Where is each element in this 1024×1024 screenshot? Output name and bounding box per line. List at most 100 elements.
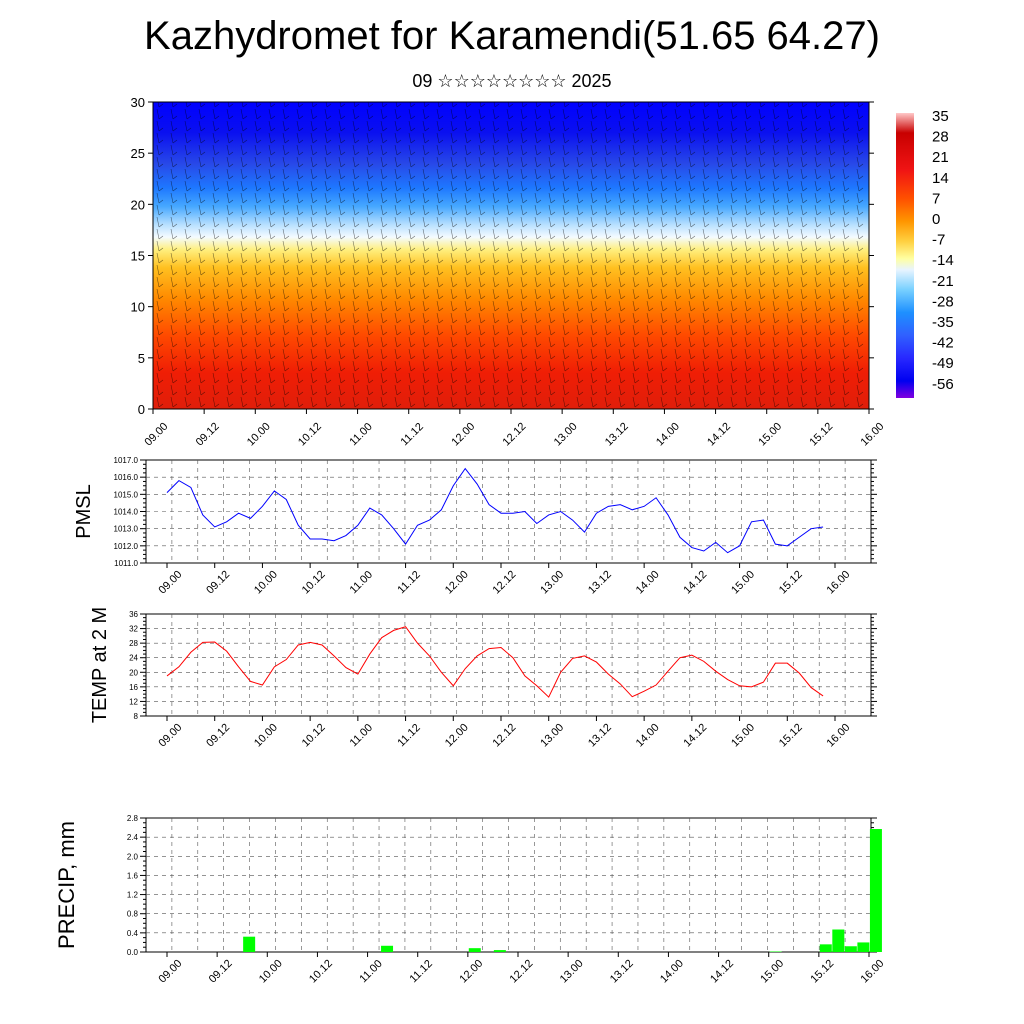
colorbar-label: 14 <box>932 170 949 187</box>
ytick-label: 12 <box>129 697 138 706</box>
xtick-label: 15.12 <box>777 722 805 750</box>
xtick-label: 11.00 <box>357 958 384 985</box>
colorbar-label: -7 <box>932 232 945 249</box>
precip-bar <box>243 936 256 952</box>
xtick-label: 11.00 <box>348 722 375 749</box>
precip-panel: 0.0 0.4 0.8 1.2 1.6 2.0 2.4 2.8 09.00 09.12 10.00 1… <box>54 814 887 986</box>
ytick-label: 1013.0 <box>114 525 139 534</box>
heatmap-xtick-label: 15.12 <box>807 421 835 449</box>
precip-bar <box>832 929 845 952</box>
heatmap-xtick-label: 13.12 <box>603 421 631 449</box>
xtick-label: 10.12 <box>300 722 328 750</box>
ytick-label: 0.8 <box>127 910 139 919</box>
colorbar-label: -56 <box>932 376 954 393</box>
ytick-label: 1014.0 <box>114 508 139 517</box>
xtick-label: 11.12 <box>395 569 422 596</box>
xtick-label: 14.00 <box>634 569 662 597</box>
ytick-label: 32 <box>129 625 138 634</box>
heatmap-ytick-label: 10 <box>131 300 145 315</box>
ylabel: PRECIP, mm <box>54 821 79 949</box>
xtick-label: 13.12 <box>608 958 636 986</box>
ytick-label: 2.8 <box>127 814 139 823</box>
ylabel: TEMP at 2 M <box>89 607 111 723</box>
xtick-label: 16.00 <box>825 569 853 597</box>
xtick-label: 12.00 <box>457 958 485 986</box>
xtick-label: 12.00 <box>443 722 471 750</box>
colorbar-label: -49 <box>932 355 954 372</box>
xtick-label: 15.12 <box>808 958 836 986</box>
xtick-label: 09.12 <box>204 722 232 750</box>
xtick-label: 14.12 <box>681 722 709 750</box>
ytick-label: 2.4 <box>127 833 139 842</box>
heatmap-xtick-label: 14.12 <box>705 421 733 449</box>
colorbar-label: -35 <box>932 314 954 331</box>
ytick-label: 1.6 <box>127 871 139 880</box>
temp-line <box>166 626 824 698</box>
ytick-label: 16 <box>129 683 138 692</box>
precip-bar <box>468 948 481 952</box>
xtick-label: 16.00 <box>825 722 853 750</box>
wind-barbs <box>153 102 869 409</box>
heatmap-xtick-label: 10.00 <box>245 421 273 449</box>
heatmap-panel: 0 5 10 15 20 25 30 09.00 09.12 10.00 10.12 11.00 11.… <box>131 95 887 449</box>
xtick-label: 12.12 <box>508 958 536 986</box>
heatmap-xtick-label: 11.12 <box>399 421 426 448</box>
heatmap-xtick-label: 09.12 <box>194 421 222 449</box>
ytick-label: 20 <box>129 668 138 677</box>
xtick-label: 12.00 <box>443 569 471 597</box>
colorbar-label: 28 <box>932 129 949 146</box>
colorbar-label: 0 <box>932 211 940 228</box>
heatmap-xtick-label: 12.12 <box>501 421 529 449</box>
chart-title: Kazhydromet for Karamendi(51.65 64.27) <box>144 14 880 58</box>
heatmap-xtick-label: 12.00 <box>449 421 477 449</box>
heatmap-ytick-label: 25 <box>131 146 145 161</box>
xtick-label: 13.12 <box>586 722 614 750</box>
heatmap-xtick-label: 10.12 <box>296 421 324 449</box>
ytick-label: 1016.0 <box>114 473 139 482</box>
xtick-label: 13.00 <box>538 569 566 597</box>
ytick-label: 1017.0 <box>114 456 139 465</box>
pmsl-panel: 1011.0 1012.0 1013.0 1014.0 1015.0 1016.0 1017… <box>73 456 877 597</box>
colorbar-label: 35 <box>932 108 949 125</box>
xtick-label: 12.12 <box>491 722 519 750</box>
xtick-label: 15.00 <box>729 569 757 597</box>
heatmap-xtick-label: 16.00 <box>859 421 887 449</box>
xtick-label: 09.00 <box>157 958 185 986</box>
xtick-label: 15.00 <box>758 958 786 986</box>
ytick-label: 1012.0 <box>114 542 139 551</box>
precip-bar <box>493 950 506 952</box>
ylabel: PMSL <box>73 484 95 538</box>
xtick-label: 10.00 <box>257 958 285 986</box>
colorbar: 35 28 21 14 7 0 -7 -14 -21 -28 -35 -42 -49 -56 <box>896 108 954 398</box>
heatmap-xtick-label: 15.00 <box>756 421 784 449</box>
ytick-label: 8 <box>134 712 139 721</box>
precip-bar <box>869 829 882 952</box>
colorbar-label: 21 <box>932 149 949 166</box>
ytick-label: 24 <box>129 654 138 663</box>
precip-bar <box>844 946 857 952</box>
ytick-label: 0.4 <box>127 929 139 938</box>
colorbar-label: 7 <box>932 190 940 207</box>
ytick-label: 1015.0 <box>114 490 139 499</box>
xtick-label: 09.12 <box>207 958 235 986</box>
xtick-label: 14.12 <box>681 569 709 597</box>
colorbar-gradient <box>896 113 914 398</box>
ytick-label: 1011.0 <box>114 559 138 568</box>
xtick-label: 15.00 <box>729 722 757 750</box>
xtick-label: 16.00 <box>859 958 887 986</box>
precip-bar <box>819 944 832 952</box>
xtick-label: 13.12 <box>586 569 614 597</box>
heatmap-xtick-label: 14.00 <box>654 421 682 449</box>
heatmap-ytick-label: 15 <box>131 249 145 264</box>
xtick-label: 10.00 <box>252 569 280 597</box>
pmsl-line <box>166 467 824 554</box>
xtick-label: 14.00 <box>658 958 686 986</box>
xtick-label: 11.12 <box>395 722 422 749</box>
xtick-label: 13.00 <box>538 722 566 750</box>
xtick-label: 12.12 <box>491 569 519 597</box>
xtick-label: 10.12 <box>307 958 335 986</box>
precip-bar <box>381 945 394 952</box>
heatmap-ytick-label: 0 <box>138 402 145 417</box>
colorbar-label: -21 <box>932 273 954 290</box>
